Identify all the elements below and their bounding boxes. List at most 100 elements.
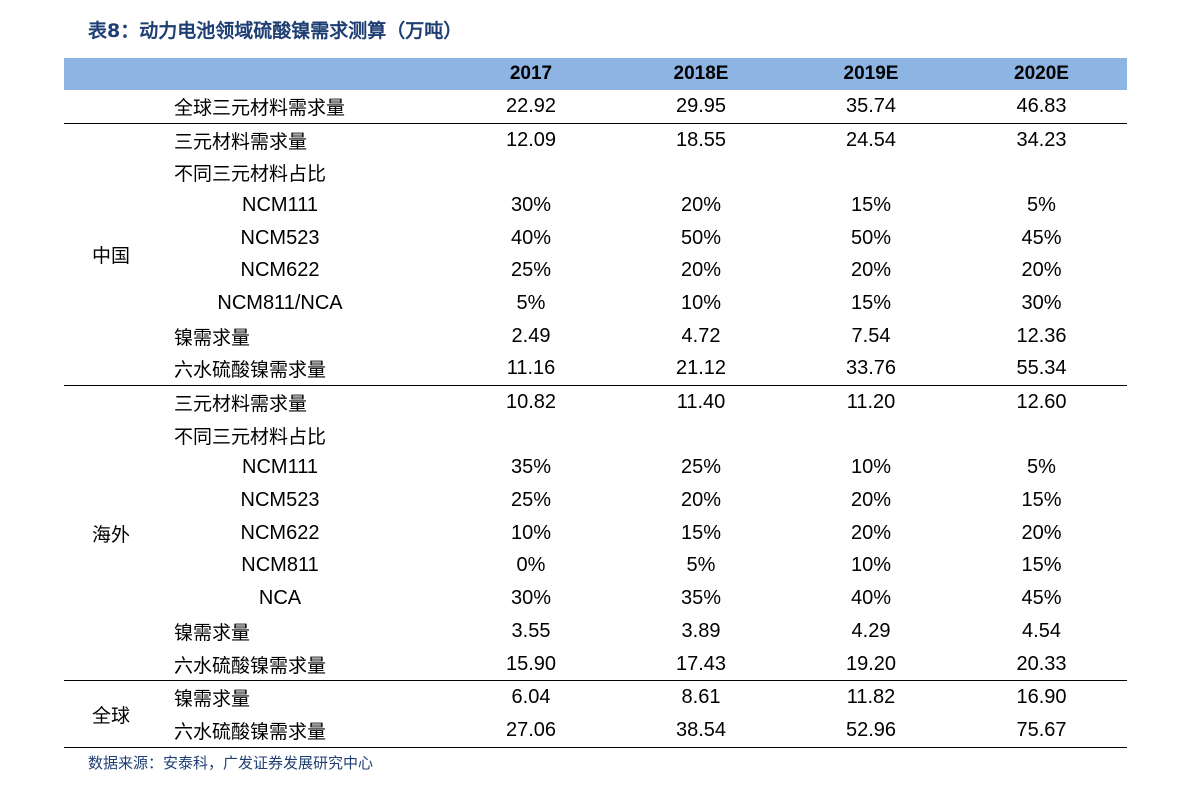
value-cell: 18.55 <box>616 122 786 157</box>
table-row: 镍需求量 2.49 4.72 7.54 12.36 <box>64 320 1127 353</box>
value-cell: 10.82 <box>446 385 616 419</box>
source-note: 数据来源：安泰科，广发证券发展研究中心 <box>88 754 374 772</box>
table-row: 海外 三元材料需求量 10.82 11.40 11.20 12.60 <box>64 385 1127 681</box>
row-label: 六水硫酸镍需求量 <box>164 714 446 748</box>
value-cell: 12.36 <box>1016 324 1067 347</box>
nickel-sulfate-demand-table: 2017 2018E 2019E 2020E 全球三元材料需求量 22.92 2… <box>64 58 1127 748</box>
row-label: 不同三元材料占比 <box>174 163 327 186</box>
value-cell: 10% <box>680 291 722 314</box>
value-cell: 8.61 <box>616 680 786 715</box>
value-cell: 7.54 <box>851 324 891 347</box>
row-label: NCA <box>258 587 302 610</box>
row-label: 镍需求量 <box>164 680 446 715</box>
group-label-china: 中国 <box>64 122 164 386</box>
table-row: 六水硫酸镍需求量 15.90 17.43 19.20 20.33 <box>64 648 1127 681</box>
value-cell: 16.90 <box>956 680 1127 715</box>
header-cell: 2020E <box>956 58 1127 90</box>
value-cell: 20% <box>680 489 722 512</box>
table-row: NCM622 10% 15% 20% 20% <box>64 517 1127 550</box>
value-cell: 38.54 <box>616 714 786 748</box>
header-cell <box>64 58 164 90</box>
group-label-global: 全球 <box>64 680 164 748</box>
value-cell: 11.40 <box>616 385 786 419</box>
value-cell: 19.20 <box>845 652 897 675</box>
table-row: NCM523 25% 20% 20% 15% <box>64 484 1127 517</box>
value-cell: 22.92 <box>505 94 557 117</box>
value-cell: 4.29 <box>851 619 891 642</box>
group-label-overseas: 海外 <box>64 385 164 681</box>
value-cell: 20% <box>680 193 722 216</box>
value-cell: 20% <box>1021 259 1062 282</box>
value-cell: 29.95 <box>675 94 727 117</box>
value-cell: 15% <box>1021 489 1062 512</box>
row-label: 镍需求量 <box>174 326 251 349</box>
table-row: NCM622 25% 20% 20% 20% <box>64 254 1127 287</box>
value-cell: 34.23 <box>956 122 1127 157</box>
value-cell: 10% <box>510 521 552 544</box>
row-label: NCM523 <box>240 489 320 512</box>
value-cell: 4.54 <box>1022 619 1061 642</box>
value-cell: 25% <box>510 259 552 282</box>
value-cell: 15.90 <box>505 652 557 675</box>
row-label: 三元材料需求量 <box>164 385 446 419</box>
value-cell: 3.55 <box>511 619 551 642</box>
table-row: NCM523 40% 50% 50% 45% <box>64 222 1127 255</box>
value-cell: 24.54 <box>786 122 956 157</box>
value-cell: 11.82 <box>786 680 956 715</box>
value-cell: 40% <box>850 587 892 610</box>
value-cell: 52.96 <box>786 714 956 748</box>
value-cell: 10% <box>850 456 892 479</box>
value-cell: 2.49 <box>511 324 551 347</box>
value-cell: 20% <box>850 521 892 544</box>
value-cell: 15% <box>850 193 892 216</box>
value-cell: 55.34 <box>1016 357 1067 380</box>
value-cell: 20.33 <box>1016 652 1067 675</box>
value-cell: 0% <box>516 554 546 577</box>
value-cell: 5% <box>516 291 546 314</box>
value-cell: 35.74 <box>845 94 897 117</box>
value-cell: 3.89 <box>681 619 721 642</box>
value-cell: 5% <box>686 554 716 577</box>
table-row: 不同三元材料占比 <box>64 156 1127 189</box>
value-cell: 50% <box>680 226 722 249</box>
value-cell: 30% <box>510 587 552 610</box>
value-cell: 50% <box>850 226 892 249</box>
row-label: NCM622 <box>240 521 320 544</box>
table-row: NCA 30% 35% 40% 45% <box>64 582 1127 615</box>
table-title: 表8：动力电池领域硫酸镍需求测算（万吨） <box>88 20 463 42</box>
value-cell: 27.06 <box>446 714 616 748</box>
header-cell: 2019E <box>786 58 956 90</box>
value-cell: 20% <box>850 259 892 282</box>
value-cell: 15% <box>680 521 722 544</box>
value-cell: 45% <box>1021 226 1062 249</box>
header-row: 2017 2018E 2019E 2020E <box>64 58 1127 90</box>
row-label: NCM811/NCA <box>217 291 343 314</box>
header-cell: 2018E <box>616 58 786 90</box>
value-cell: 25% <box>680 456 722 479</box>
table-row: 六水硫酸镍需求量 27.06 38.54 52.96 75.67 <box>64 714 1127 748</box>
row-label: 不同三元材料占比 <box>174 425 327 448</box>
value-cell: 17.43 <box>675 652 727 675</box>
value-cell: 45% <box>1021 587 1062 610</box>
row-label: NCM111 <box>242 193 318 216</box>
table-row: NCM111 30% 20% 15% 5% <box>64 189 1127 222</box>
row-label: NCM811 <box>241 554 319 577</box>
value-cell: 12.60 <box>956 385 1127 419</box>
row-label: 镍需求量 <box>174 621 251 644</box>
value-cell: 25% <box>510 489 552 512</box>
header-cell: 2017 <box>446 58 616 90</box>
table-row: 不同三元材料占比 <box>64 419 1127 452</box>
table-row: 全球三元材料需求量 22.92 29.95 35.74 46.83 <box>64 90 1127 123</box>
row-label: 全球三元材料需求量 <box>174 96 346 119</box>
value-cell: 30% <box>510 193 552 216</box>
value-cell: 5% <box>1027 193 1056 216</box>
table-row: 六水硫酸镍需求量 11.16 21.12 33.76 55.34 <box>64 353 1127 386</box>
value-cell: 4.72 <box>681 324 721 347</box>
value-cell: 11.16 <box>506 357 556 380</box>
header-cell <box>164 58 446 90</box>
value-cell: 20% <box>850 489 892 512</box>
value-cell: 35% <box>510 456 552 479</box>
row-label: 六水硫酸镍需求量 <box>174 654 327 677</box>
value-cell: 20% <box>1021 521 1062 544</box>
value-cell: 20% <box>680 259 722 282</box>
